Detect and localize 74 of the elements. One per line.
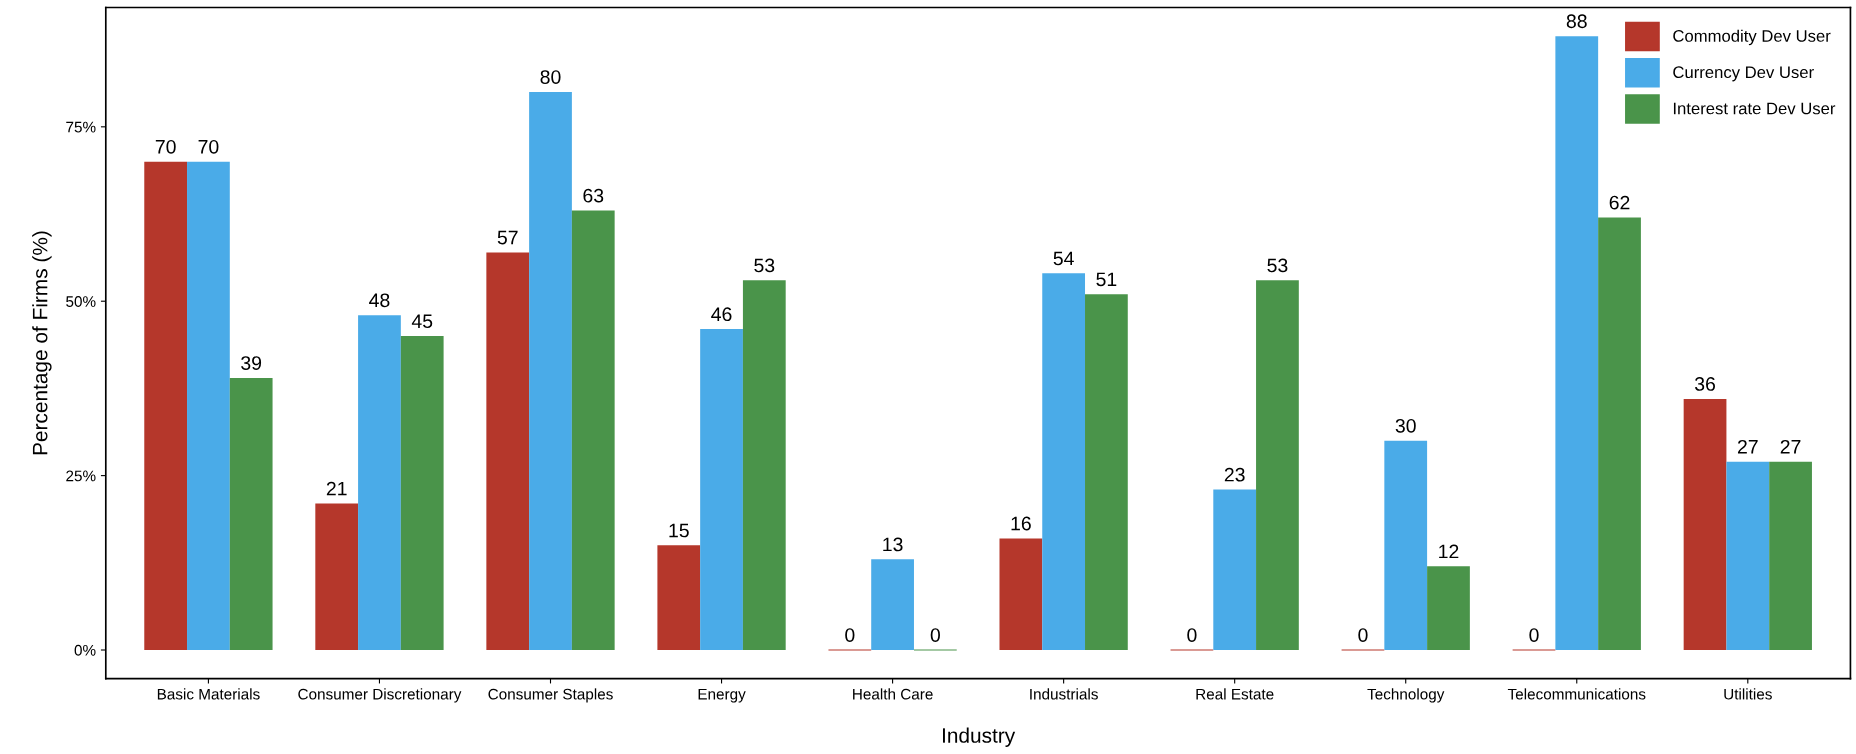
bar	[400, 336, 444, 650]
data-label: 13	[883, 537, 903, 552]
bar	[1726, 461, 1770, 650]
bar	[315, 503, 359, 650]
x-tick-label: Utilities	[1724, 688, 1772, 700]
y-tick-label: 75%	[66, 121, 96, 133]
bar	[1769, 461, 1812, 650]
data-label: 15	[669, 523, 689, 538]
x-tick-label: Technology	[1367, 688, 1445, 703]
bar	[1598, 217, 1641, 650]
y-axis-title: Percentage of Firms (%)	[32, 231, 52, 455]
data-label: 80	[540, 70, 561, 84]
bar	[358, 315, 401, 650]
x-tick-label: Energy	[698, 688, 746, 703]
x-tick-label: Consumer Staples	[488, 688, 613, 703]
data-label: 0	[1358, 628, 1368, 642]
data-label: 70	[198, 139, 219, 154]
data-label: 53	[1267, 258, 1288, 273]
bar	[1256, 280, 1299, 650]
data-label: 62	[1609, 195, 1630, 210]
bar	[871, 559, 914, 650]
bar	[1085, 294, 1128, 650]
data-label: 0	[1529, 628, 1539, 642]
bar	[144, 161, 188, 650]
data-label: 88	[1566, 14, 1587, 29]
data-label: 54	[1053, 251, 1074, 266]
bar	[742, 280, 786, 650]
data-label: 36	[1694, 377, 1716, 391]
data-label: 70	[155, 139, 176, 154]
data-label: 21	[326, 481, 347, 496]
y-tick-label: 25%	[66, 470, 96, 482]
data-label: 48	[369, 293, 390, 308]
x-axis-title: Industry	[942, 727, 1016, 747]
data-label: 27	[1737, 439, 1758, 454]
bar	[571, 210, 615, 650]
x-tick-label: Telecommunications	[1507, 688, 1646, 700]
data-label: 27	[1780, 439, 1801, 454]
data-label: 45	[411, 314, 433, 329]
legend-label: Currency Dev User	[1673, 66, 1814, 82]
bar	[1042, 273, 1086, 650]
bar	[657, 545, 701, 650]
bar	[1213, 489, 1257, 650]
data-label: 23	[1224, 467, 1245, 482]
bar	[999, 538, 1043, 650]
data-label: 0	[930, 628, 940, 642]
data-label: 0	[845, 628, 855, 642]
data-label: 46	[711, 307, 732, 322]
bar	[187, 161, 230, 650]
bar	[1427, 566, 1470, 650]
data-label: 30	[1395, 418, 1416, 433]
data-label: 16	[1011, 516, 1031, 531]
y-tick-label: 0%	[74, 644, 96, 656]
bar	[229, 377, 273, 650]
bar	[700, 329, 743, 650]
x-tick-label: Basic Materials	[157, 688, 260, 700]
bar	[486, 252, 530, 650]
bar	[529, 91, 572, 650]
data-label: 0	[1187, 628, 1197, 642]
data-label: 51	[1096, 272, 1117, 287]
x-tick-label: Consumer Discretionary	[298, 688, 462, 703]
legend-label: Interest rate Dev User	[1673, 102, 1836, 115]
data-label: 39	[241, 356, 262, 370]
data-label: 53	[754, 258, 775, 273]
bar	[1384, 440, 1428, 650]
legend-label: Commodity Dev User	[1673, 29, 1831, 46]
bar	[1683, 398, 1727, 650]
data-label: 63	[583, 188, 604, 203]
bar	[1555, 36, 1599, 650]
y-tick-label: 50%	[66, 296, 96, 307]
data-label: 12	[1439, 544, 1459, 559]
x-tick-label: Industrials	[1030, 688, 1098, 700]
x-tick-label: Real Estate	[1196, 688, 1274, 700]
data-label: 57	[497, 230, 518, 245]
x-tick-label: Health Care	[853, 688, 933, 700]
